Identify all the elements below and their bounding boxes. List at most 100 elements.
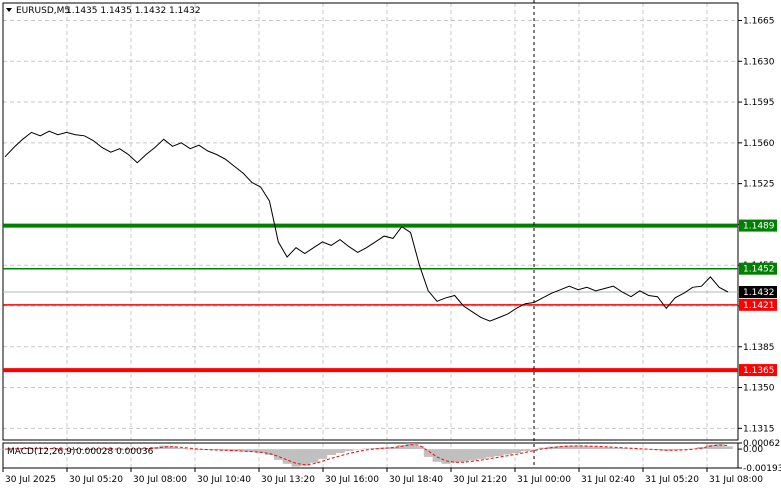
macd-bar xyxy=(520,449,530,452)
y-tick-label: 1.1595 xyxy=(743,98,775,108)
y-tick-label: 1.1560 xyxy=(743,139,775,149)
y-tick-label: 1.1350 xyxy=(743,384,775,394)
macd-bar xyxy=(529,449,539,450)
macd-bar xyxy=(415,446,425,449)
macd-values: 0.00028 0.00036 xyxy=(76,447,154,457)
macd-bar xyxy=(476,449,486,459)
level-label-box xyxy=(739,219,777,232)
macd-bar xyxy=(450,449,460,463)
macd-bar xyxy=(406,443,416,450)
macd-bar xyxy=(432,449,442,462)
macd-tick-label: 0.00 xyxy=(743,445,763,455)
macd-bar xyxy=(344,449,354,452)
macd-bar xyxy=(229,449,239,452)
macd-bar xyxy=(556,446,566,449)
symbol-label[interactable]: EURUSD,M5 xyxy=(16,6,70,16)
y-tick-label: 1.1630 xyxy=(743,57,775,67)
y-tick-label: 1.1385 xyxy=(743,343,775,353)
level-label-box xyxy=(739,364,777,377)
macd-bar xyxy=(467,449,478,461)
macd-bar xyxy=(512,449,522,453)
level-label-box xyxy=(739,262,777,275)
macd-bar xyxy=(79,449,90,450)
macd-bar xyxy=(335,449,345,453)
macd-bar xyxy=(53,449,63,450)
x-tick-label: 31 Jul 05:20 xyxy=(645,475,699,485)
macd-bar xyxy=(538,447,548,450)
macd-bar xyxy=(176,448,187,450)
macd-tick-label: 0.00062 xyxy=(743,439,780,449)
macd-bar xyxy=(688,448,698,450)
x-tick-label: 31 Jul 08:00 xyxy=(709,475,763,485)
macd-bar xyxy=(273,449,284,460)
macd-bar xyxy=(291,449,301,467)
dropdown-arrow-icon[interactable] xyxy=(6,8,12,12)
macd-bar xyxy=(115,449,125,450)
macd-bar xyxy=(238,449,248,452)
macd-bar xyxy=(362,448,372,450)
level-label: 1.1489 xyxy=(743,222,775,232)
ohlc-values: 1.1435 1.1435 1.1432 1.1432 xyxy=(66,6,201,16)
x-tick-label: 31 Jul 00:00 xyxy=(517,475,571,485)
x-tick-label: 30 Jul 13:20 xyxy=(261,475,315,485)
macd-bar xyxy=(326,449,336,455)
x-tick-label: 31 Jul 02:40 xyxy=(581,475,635,485)
macd-bar xyxy=(644,449,654,450)
macd-bar xyxy=(582,446,592,449)
x-tick-label: 30 Jul 21:20 xyxy=(453,475,507,485)
macd-bar xyxy=(88,449,98,450)
macd-panel-border xyxy=(2,442,739,469)
macd-bar xyxy=(379,447,389,450)
macd-bar xyxy=(318,449,328,459)
level-labels: 1.1489 1.1452 1.1421 1.1365 1.1432 xyxy=(739,219,777,377)
x-tick-label: 30 Jul 08:00 xyxy=(133,475,187,485)
macd-bar xyxy=(309,449,319,463)
level-label-box xyxy=(739,298,777,311)
y-tick-label: 1.1665 xyxy=(743,16,775,26)
macd-bar xyxy=(635,449,645,450)
macd-bar xyxy=(714,444,724,450)
macd-bar xyxy=(168,446,178,449)
macd-label: MACD(12,26,9) xyxy=(7,447,75,457)
macd-bar xyxy=(256,449,266,453)
time-axis: 30 Jul 2025 30 Jul 05:20 30 Jul 08:00 30 Ju… xyxy=(2,468,763,485)
macd-bar xyxy=(124,449,134,450)
macd-bar xyxy=(706,444,716,450)
macd-bar xyxy=(573,445,583,449)
macd-bar xyxy=(370,448,381,450)
macd-bar xyxy=(9,448,19,450)
macd-bar xyxy=(247,449,257,452)
macd-bar xyxy=(626,448,636,450)
current-price-box xyxy=(739,286,777,299)
macd-bar xyxy=(300,449,310,466)
macd-histogram xyxy=(0,443,733,467)
macd-bar xyxy=(397,445,407,450)
level-label: 1.1452 xyxy=(743,265,775,275)
x-tick-label: 30 Jul 2025 xyxy=(5,475,56,485)
macd-tick-label: -0.00193 xyxy=(743,464,781,474)
price-panel-border xyxy=(2,2,739,441)
macd-bar xyxy=(185,449,195,450)
y-tick-label: 1.1525 xyxy=(743,180,775,190)
macd-bar xyxy=(159,445,169,449)
macd-bar xyxy=(265,449,275,455)
macd-bar xyxy=(44,448,54,450)
x-tick-label: 30 Jul 16:00 xyxy=(325,475,379,485)
levels xyxy=(3,223,738,373)
macd-bar xyxy=(423,449,433,457)
macd-bar xyxy=(723,446,733,449)
price-grid xyxy=(3,3,738,440)
macd-bar xyxy=(591,446,601,450)
macd-bar xyxy=(679,449,689,450)
macd-bar xyxy=(194,449,204,450)
y-tick-label: 1.1315 xyxy=(743,424,775,434)
macd-bar xyxy=(203,449,213,451)
macd-bar xyxy=(653,449,663,451)
x-tick-label: 30 Jul 05:20 xyxy=(69,475,123,485)
macd-bar xyxy=(353,449,363,450)
macd-bar xyxy=(459,449,469,462)
macd-bar xyxy=(485,449,495,458)
macd-bar xyxy=(600,447,610,450)
macd-bar xyxy=(494,449,504,456)
